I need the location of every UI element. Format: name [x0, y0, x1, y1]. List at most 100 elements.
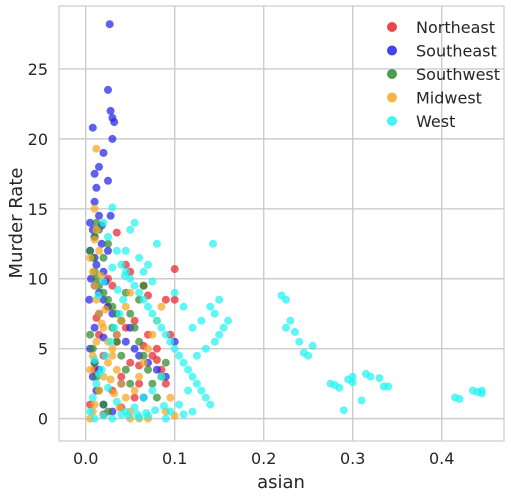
data-point [188, 323, 197, 332]
data-point [170, 344, 179, 353]
data-point [95, 246, 103, 255]
x-tick-label: 0.1 [162, 449, 187, 468]
data-point [90, 235, 99, 244]
data-point [90, 355, 99, 364]
data-point [219, 323, 228, 332]
data-point [106, 337, 115, 346]
data-point [105, 20, 114, 29]
x-tick-label: 0.2 [251, 449, 276, 468]
data-point [152, 355, 161, 364]
data-point [339, 406, 348, 415]
data-point [209, 239, 217, 248]
data-point [108, 414, 117, 423]
data-point [124, 411, 133, 420]
data-point [112, 397, 121, 406]
data-point [139, 358, 148, 367]
data-point [184, 365, 193, 374]
data-point [161, 295, 170, 304]
data-point [139, 393, 148, 402]
data-point [179, 302, 188, 311]
y-tick-label: 25 [28, 60, 48, 79]
data-point [121, 246, 130, 255]
data-point [121, 393, 130, 402]
data-point [348, 378, 357, 387]
data-point [130, 344, 139, 353]
data-point [148, 309, 157, 318]
data-point [152, 393, 161, 402]
data-point [108, 203, 117, 212]
data-point [148, 386, 157, 395]
data-point [119, 295, 128, 304]
data-point [148, 379, 157, 388]
data-point [161, 414, 170, 423]
data-point [92, 144, 101, 153]
data-point [95, 386, 103, 395]
data-point [130, 218, 139, 227]
data-point [161, 379, 170, 388]
data-point [90, 414, 99, 423]
data-point [85, 295, 94, 304]
data-point [97, 365, 106, 374]
data-point [197, 386, 206, 395]
data-point [308, 341, 317, 350]
data-point [99, 253, 108, 262]
data-point [130, 323, 139, 332]
data-point [108, 351, 117, 360]
y-tick-label: 20 [28, 130, 48, 149]
data-point [99, 411, 108, 420]
data-point [90, 400, 99, 409]
data-point [92, 183, 101, 192]
data-point [455, 395, 464, 403]
data-point [282, 323, 290, 332]
data-point [95, 309, 103, 318]
data-point [157, 323, 166, 332]
data-point [108, 302, 117, 311]
y-tick-label: 0 [38, 410, 48, 429]
data-point [210, 337, 219, 346]
data-point [175, 400, 184, 409]
data-point [188, 407, 197, 416]
data-point [104, 295, 112, 304]
data-point [88, 393, 97, 402]
x-tick-label: 0.4 [429, 449, 454, 468]
data-point [90, 204, 99, 213]
data-point [90, 169, 99, 178]
data-point [179, 358, 188, 367]
data-point [99, 400, 108, 409]
data-point [175, 351, 184, 360]
data-point [210, 309, 219, 318]
data-point [86, 330, 95, 339]
data-point [92, 225, 101, 234]
data-point [104, 232, 112, 241]
data-points [85, 20, 486, 423]
data-point [90, 197, 99, 206]
legend-entry-midwest: Midwest [387, 89, 482, 108]
legend-label: West [416, 112, 455, 131]
data-point [375, 374, 384, 383]
data-point [86, 246, 95, 255]
data-point [139, 267, 148, 276]
data-point [92, 218, 101, 227]
data-point [120, 272, 129, 280]
data-point [112, 228, 121, 237]
data-point [166, 337, 175, 346]
data-point [135, 288, 144, 297]
data-point [121, 302, 130, 311]
data-point [282, 295, 290, 304]
legend-entry-southwest: Southwest [387, 65, 500, 84]
data-point [112, 337, 121, 346]
data-point [115, 309, 124, 318]
data-point [88, 267, 97, 276]
data-point [290, 327, 299, 336]
data-point [99, 148, 108, 157]
data-point [95, 211, 103, 220]
data-point [106, 375, 115, 384]
data-point [144, 344, 152, 353]
data-point [166, 407, 175, 416]
x-tick-label: 0.3 [340, 449, 365, 468]
data-point [86, 218, 95, 227]
data-point [104, 358, 112, 367]
legend-entry-northeast: Northeast [387, 18, 495, 37]
